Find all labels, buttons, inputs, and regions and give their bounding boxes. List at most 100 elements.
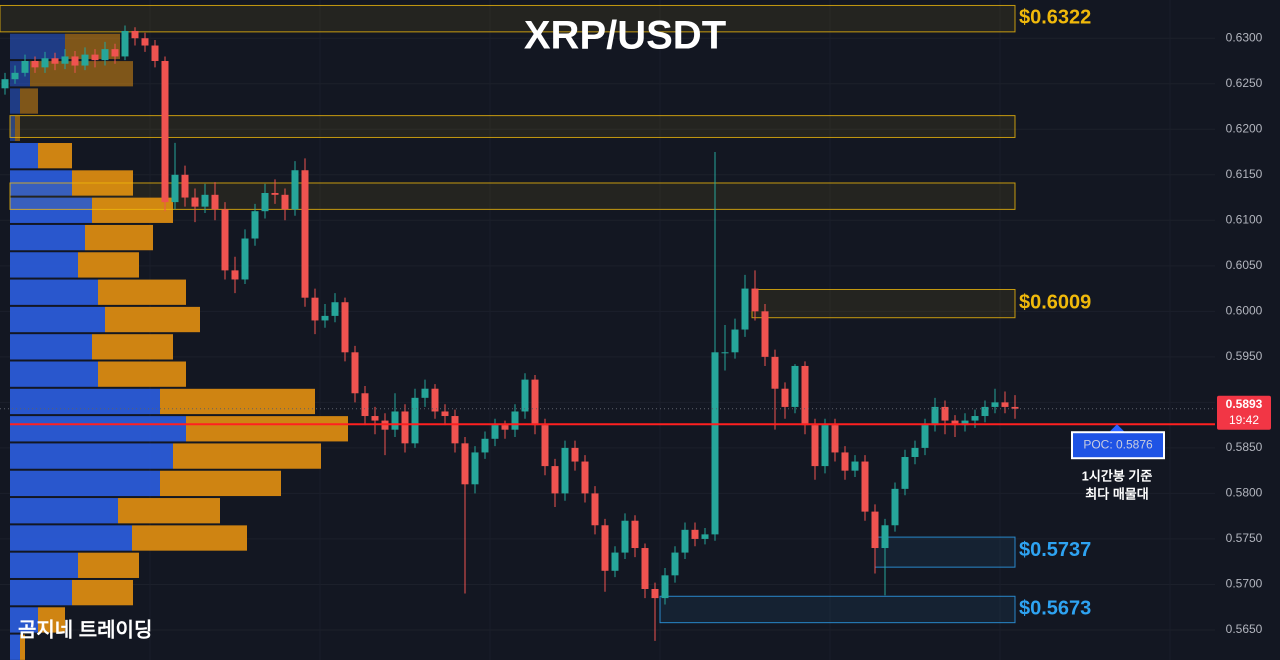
candle-body: [521, 379, 529, 412]
candle-body: [251, 211, 259, 239]
candle-body: [981, 406, 989, 417]
profile-sell: [105, 306, 200, 333]
candle-body: [61, 56, 69, 64]
candle-body: [391, 411, 399, 430]
last-price-label: 0.5893: [1226, 397, 1263, 411]
candle-body: [651, 588, 659, 599]
candle-body: [101, 49, 109, 61]
profile-sell: [38, 607, 65, 633]
zone-label: $0.5673: [1019, 597, 1091, 619]
candle-body: [581, 461, 589, 494]
zone-box: [9, 115, 1016, 138]
y-tick-label: 0.6200: [1226, 121, 1263, 135]
candle-body: [611, 552, 619, 571]
y-tick-label: 0.6000: [1226, 304, 1263, 318]
profile-sell: [72, 579, 133, 606]
candle-body: [541, 425, 549, 467]
candle-body: [171, 174, 179, 203]
y-tick-label: 0.5800: [1226, 486, 1263, 500]
profile-buy: [10, 525, 132, 551]
profile-buy: [10, 88, 20, 114]
candle-body: [481, 438, 489, 453]
y-tick-label: 0.6300: [1226, 30, 1263, 44]
candle-body: [971, 416, 979, 421]
candle-body: [511, 411, 519, 430]
profile-buy: [10, 115, 15, 142]
candle-body: [281, 194, 289, 210]
candle-body: [301, 170, 309, 298]
candle-body: [691, 529, 699, 539]
candle-body: [901, 456, 909, 489]
candle-body: [821, 425, 829, 467]
candle-body: [191, 197, 199, 207]
candle-body: [151, 45, 159, 61]
candle-body: [1001, 402, 1009, 407]
zone-box: [659, 595, 1016, 624]
profile-sell: [85, 224, 153, 251]
candle-body: [791, 365, 799, 407]
candle-body: [831, 425, 839, 453]
profile-buy: [10, 416, 186, 442]
candle-body: [231, 270, 239, 280]
profile-buy: [10, 634, 20, 660]
zone-label: $0.6322: [1019, 6, 1091, 28]
profile-sell: [38, 143, 72, 169]
profile-buy: [10, 552, 78, 578]
poc-arrow: [1109, 424, 1125, 433]
y-tick-label: 0.5750: [1226, 531, 1263, 545]
candle-body: [211, 194, 219, 210]
zone-label: $0.5737: [1019, 539, 1091, 561]
candle-body: [121, 30, 129, 57]
candle-body: [881, 525, 889, 549]
candle-body: [461, 443, 469, 485]
candle-body: [141, 38, 149, 46]
candle-body: [221, 209, 229, 271]
candle-body: [31, 60, 39, 68]
candle-body: [321, 315, 329, 321]
candle-body: [551, 466, 559, 494]
profile-sell: [98, 279, 186, 305]
last-price-box: [1217, 395, 1271, 430]
profile-buy: [10, 197, 92, 223]
candle-body: [111, 49, 119, 57]
candle-body: [341, 302, 349, 353]
profile-buy: [10, 498, 118, 524]
profile-buy: [10, 579, 72, 606]
candle-body: [401, 411, 409, 444]
profile-buy: [10, 361, 98, 387]
candle-body: [811, 425, 819, 467]
candle-body: [891, 488, 899, 526]
candle-body: [851, 461, 859, 471]
candle-body: [731, 329, 739, 353]
candle-body: [41, 58, 49, 68]
poc-label: POC: 0.5876: [1083, 437, 1153, 451]
profile-buy: [10, 33, 65, 60]
zone-box: [9, 182, 1016, 210]
candle-body: [201, 194, 209, 207]
watermark: 곰지네 트레이딩: [18, 618, 152, 641]
candle-body: [371, 416, 379, 421]
candle-body: [761, 311, 769, 357]
poc-box: [1071, 431, 1165, 460]
candle-body: [241, 238, 249, 280]
candle-body: [931, 406, 939, 426]
candle-body: [951, 420, 959, 426]
zone-box: [874, 536, 1016, 568]
candle-body: [361, 393, 369, 417]
candle-body: [861, 461, 869, 512]
zone-box: [0, 4, 1016, 33]
candle-body: [661, 575, 669, 599]
candle-body: [1011, 406, 1019, 409]
profile-buy: [10, 143, 38, 169]
profile-buy: [10, 443, 173, 469]
candle-body: [91, 54, 99, 61]
candle-body: [161, 60, 169, 203]
zone-box: [751, 288, 1016, 319]
candle-body: [991, 402, 999, 407]
candle-body: [741, 288, 749, 330]
candle-body: [131, 30, 139, 39]
profile-sell: [20, 88, 38, 114]
profile-buy: [10, 252, 78, 278]
candle-body: [1, 79, 9, 89]
